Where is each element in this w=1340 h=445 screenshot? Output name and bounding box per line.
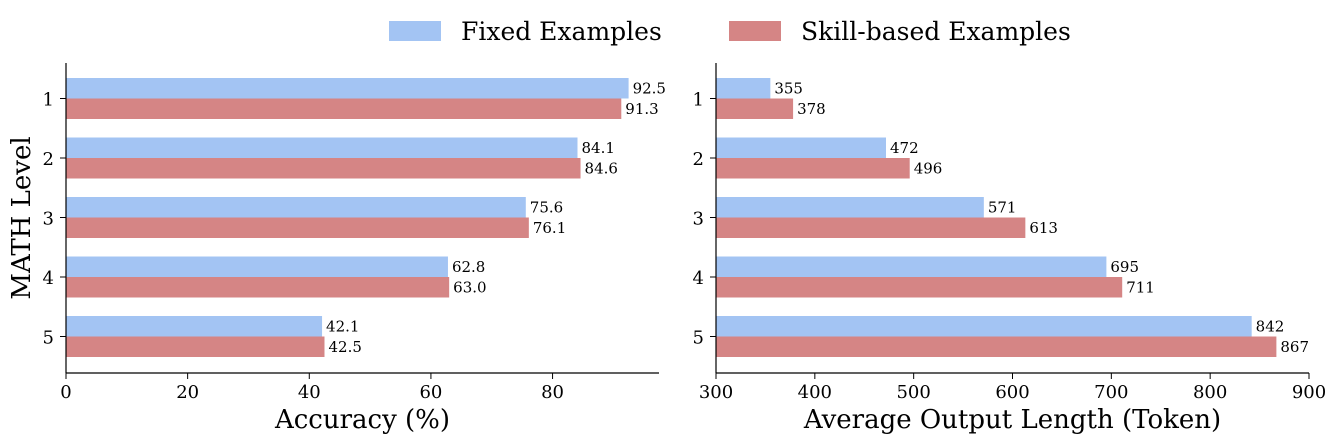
x-tick-label: 800	[1193, 382, 1227, 403]
y-tick-label: 4	[43, 268, 54, 289]
legend-label-fixed: Fixed Examples	[461, 17, 662, 46]
data-label-skill-level-3: 76.1	[533, 219, 566, 237]
bar-skill-level-1	[716, 98, 794, 119]
data-label-skill-level-4: 711	[1126, 278, 1155, 296]
bar-fixed-level-2	[716, 137, 886, 158]
x-tick-label: 500	[896, 382, 930, 403]
data-label-skill-level-2: 496	[914, 159, 943, 177]
data-label-fixed-level-2: 84.1	[582, 139, 615, 157]
bar-skill-level-5	[716, 336, 1277, 357]
bar-fixed-level-2	[66, 137, 578, 158]
x-tick-label: 60	[419, 382, 442, 403]
y-tick-label: 1	[43, 90, 54, 111]
data-label-skill-level-5: 42.5	[328, 338, 361, 356]
y-tick-label: 3	[43, 209, 54, 230]
output-length-chart: 355 378 1 472 496 2 571 613 3 695 711 4 842 867 5 300 40…	[693, 63, 1326, 435]
data-label-fixed-level-4: 62.8	[452, 258, 485, 276]
x-tick-label: 80	[541, 382, 564, 403]
data-label-fixed-level-3: 571	[988, 198, 1017, 216]
bar-fixed-level-1	[66, 78, 629, 99]
y-tick-label: 2	[693, 149, 704, 170]
x-tick-label: 0	[60, 382, 71, 403]
data-label-fixed-level-3: 75.6	[530, 198, 563, 216]
data-label-skill-level-3: 613	[1029, 219, 1058, 237]
legend: Fixed Examples Skill-based Examples	[389, 17, 1071, 46]
data-label-fixed-level-1: 92.5	[633, 79, 666, 97]
data-label-fixed-level-5: 842	[1256, 317, 1285, 335]
bar-fixed-level-4	[66, 256, 448, 277]
data-label-skill-level-1: 91.3	[625, 100, 658, 118]
bar-fixed-level-3	[716, 197, 984, 218]
data-label-fixed-level-1: 355	[774, 79, 803, 97]
x-tick-label: 900	[1292, 382, 1326, 403]
bar-fixed-level-3	[66, 197, 526, 218]
bar-fixed-level-1	[716, 78, 771, 99]
x-tick-label: 700	[1094, 382, 1128, 403]
bar-fixed-level-5	[716, 316, 1252, 337]
legend-label-skill: Skill-based Examples	[801, 17, 1071, 46]
y-axis-title: MATH Level	[7, 136, 37, 299]
x-tick-label: 40	[298, 382, 321, 403]
data-label-skill-level-4: 63.0	[453, 278, 486, 296]
y-tick-label: 4	[693, 268, 704, 289]
bar-skill-level-3	[66, 217, 529, 238]
legend-swatch-skill	[729, 21, 781, 41]
y-tick-label: 1	[693, 90, 704, 111]
bar-fixed-level-4	[716, 256, 1107, 277]
data-label-fixed-level-2: 472	[890, 139, 919, 157]
bar-skill-level-3	[716, 217, 1026, 238]
legend-swatch-fixed	[389, 21, 441, 41]
x-tick-label: 300	[699, 382, 733, 403]
y-tick-label: 3	[693, 209, 704, 230]
x-axis-title: Accuracy (%)	[274, 405, 450, 435]
bar-skill-level-2	[66, 158, 581, 179]
x-tick-label: 400	[798, 382, 832, 403]
data-label-fixed-level-5: 42.1	[326, 317, 359, 335]
y-tick-label: 5	[43, 328, 54, 349]
data-label-fixed-level-4: 695	[1110, 258, 1139, 276]
bar-skill-level-4	[716, 277, 1123, 298]
accuracy-chart: 92.5 91.3 1 84.1 84.6 2 75.6 76.1 3 62.8 63.0 4 42.1…	[7, 63, 666, 435]
bar-skill-level-2	[716, 158, 910, 179]
data-label-skill-level-1: 378	[797, 100, 826, 118]
data-label-skill-level-5: 867	[1280, 338, 1309, 356]
bar-fixed-level-5	[66, 316, 323, 337]
x-axis-title: Average Output Length (Token)	[803, 405, 1221, 435]
y-tick-label: 2	[43, 149, 54, 170]
bar-skill-level-4	[66, 277, 450, 298]
x-tick-label: 600	[995, 382, 1029, 403]
y-tick-label: 5	[693, 328, 704, 349]
x-tick-label: 20	[176, 382, 199, 403]
bar-skill-level-5	[66, 336, 325, 357]
data-label-skill-level-2: 84.6	[585, 159, 618, 177]
bar-skill-level-1	[66, 98, 622, 119]
